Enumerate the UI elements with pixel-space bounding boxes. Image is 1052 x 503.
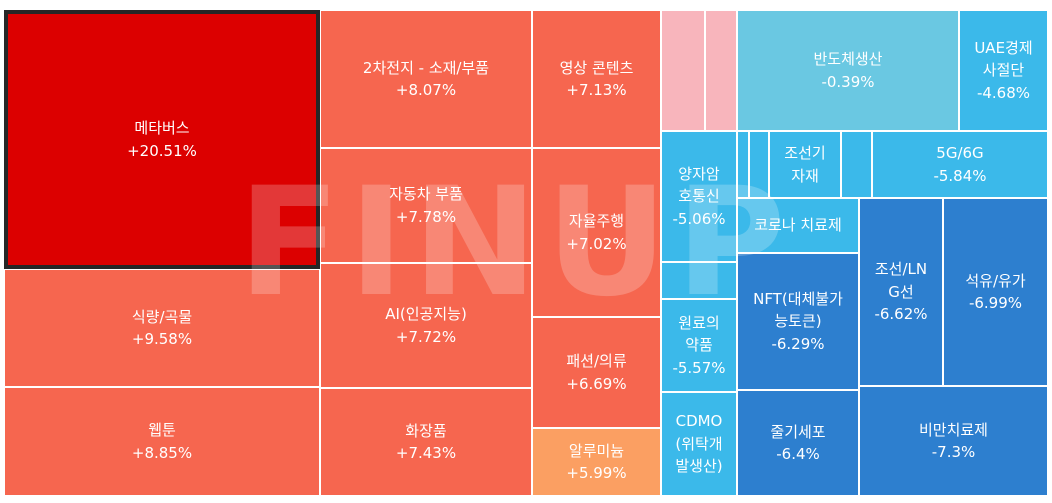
tile-value: +7.72% <box>395 327 457 346</box>
treemap-tile[interactable]: 영상 콘텐츠 +7.13% <box>532 10 661 148</box>
treemap-tile[interactable]: 웹툰 +8.85% <box>4 387 320 496</box>
treemap-tile[interactable]: 패션/의류 +6.69% <box>532 317 661 428</box>
tile-label: UAE경제 사절단 <box>974 38 1033 80</box>
treemap-tile[interactable]: CDMO (위탁개 발생산) <box>661 392 737 496</box>
treemap-tile[interactable]: 코로나 치료제 <box>737 198 859 253</box>
tile-value: -6.29% <box>771 334 825 353</box>
treemap-tile[interactable]: 조선/LN G선 -6.62% <box>859 198 943 386</box>
tile-value: +6.69% <box>566 374 627 393</box>
tile-label: 화장품 <box>405 421 447 440</box>
tile-value: +7.43% <box>395 444 457 462</box>
tile-label: 알루미늄 <box>568 441 625 460</box>
treemap-tile[interactable] <box>705 10 737 131</box>
treemap-tile[interactable]: 조선기 자재 <box>769 131 841 198</box>
tile-value: +8.85% <box>131 443 193 462</box>
treemap-tile[interactable]: 양자암 호통신 -5.06% <box>661 131 737 262</box>
treemap-tile[interactable] <box>749 131 769 198</box>
tile-label: 조선/LN G선 <box>874 260 928 301</box>
tile-value: -6.4% <box>776 445 820 463</box>
treemap-tile[interactable]: 반도체생산 -0.39% <box>737 10 959 131</box>
tile-value: -7.3% <box>931 443 976 461</box>
treemap-tile[interactable]: 2차전지 - 소재/부품 +8.07% <box>320 10 532 148</box>
treemap-tile[interactable] <box>737 131 749 198</box>
treemap-tile[interactable]: 석유/유가 -6.99% <box>943 198 1048 386</box>
treemap-tile[interactable] <box>841 131 872 198</box>
tile-label: 코로나 치료제 <box>754 216 842 235</box>
treemap-tile[interactable]: AI(인공지능) +7.72% <box>320 263 532 388</box>
tile-label: CDMO (위탁개 발생산) <box>675 412 723 476</box>
tile-label: 패션/의류 <box>566 352 627 370</box>
tile-label: 영상 콘텐츠 <box>559 58 634 77</box>
treemap-tile[interactable]: 화장품 +7.43% <box>320 388 532 496</box>
tile-value: -5.57% <box>672 358 726 377</box>
treemap-tile[interactable]: UAE경제 사절단 -4.68% <box>959 10 1048 131</box>
tile-value: -5.06% <box>672 209 726 228</box>
tile-label: 식량/곡물 <box>131 307 193 326</box>
treemap-tile[interactable]: 비만치료제 -7.3% <box>859 386 1048 496</box>
tile-label: 석유/유가 <box>965 271 1026 290</box>
tile-label: 반도체생산 <box>813 50 883 68</box>
tile-value: -4.68% <box>976 83 1031 102</box>
tile-value: -6.99% <box>968 294 1023 312</box>
tile-label: 비만치료제 <box>918 420 988 439</box>
tile-label: 자율주행 <box>568 212 625 230</box>
tile-value: +5.99% <box>566 464 627 482</box>
treemap-tile[interactable]: 자동차 부품 +7.78% <box>320 148 532 263</box>
tile-value: +8.07% <box>395 81 457 99</box>
tile-value: -6.62% <box>874 305 928 324</box>
tile-value: -0.39% <box>821 72 875 91</box>
treemap-tile[interactable]: 식량/곡물 +9.58% <box>4 269 320 387</box>
treemap-tile[interactable] <box>661 262 737 299</box>
tile-label: 5G/6G <box>936 144 984 162</box>
tile-label: 웹툰 <box>148 421 176 439</box>
tile-value: +20.51% <box>127 141 197 160</box>
tile-label: 메타버스 <box>134 119 190 137</box>
tile-label: 원료의 약품 <box>678 313 720 355</box>
tile-value: +7.02% <box>566 234 627 253</box>
tile-value: +7.78% <box>395 207 457 226</box>
treemap-tile[interactable]: 5G/6G -5.84% <box>872 131 1048 198</box>
treemap-tile[interactable]: 줄기세포 -6.4% <box>737 390 859 496</box>
treemap-tile[interactable]: 메타버스 +20.51% <box>4 10 320 269</box>
treemap-tile[interactable]: 알루미늄 +5.99% <box>532 428 661 496</box>
tile-label: 조선기 자재 <box>784 144 826 185</box>
tile-value: -5.84% <box>933 166 987 185</box>
tile-label: 자동차 부품 <box>389 185 463 203</box>
tile-label: AI(인공지능) <box>385 305 467 323</box>
treemap-tile[interactable]: 원료의 약품 -5.57% <box>661 299 737 392</box>
tile-label: NFT(대체불가 능토큰) <box>753 289 843 331</box>
tile-label: 2차전지 - 소재/부품 <box>362 58 490 77</box>
treemap-tile[interactable] <box>661 10 705 131</box>
tile-label: 양자암 호통신 <box>678 164 720 206</box>
treemap-tile[interactable]: NFT(대체불가 능토큰) -6.29% <box>737 253 859 390</box>
treemap-tile[interactable]: 자율주행 +7.02% <box>532 148 661 317</box>
tile-value: +9.58% <box>131 330 193 348</box>
tile-value: +7.13% <box>566 81 627 99</box>
tile-label: 줄기세포 <box>770 422 826 441</box>
